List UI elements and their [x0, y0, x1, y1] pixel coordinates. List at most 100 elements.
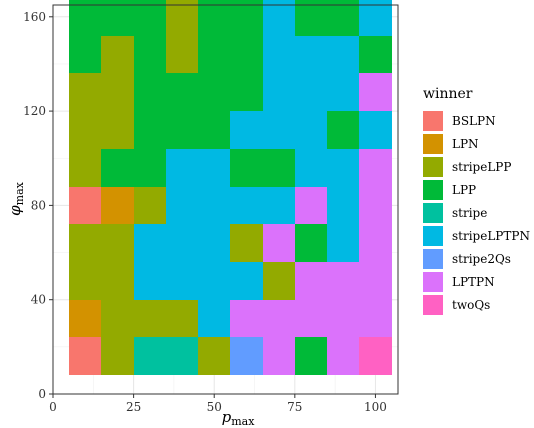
heatmap-cell — [101, 73, 134, 111]
legend-label: stripe2Qs — [452, 252, 511, 266]
heatmap-cell — [198, 224, 230, 262]
heatmap-cell — [69, 337, 101, 375]
heatmap-cell — [263, 149, 295, 187]
heatmap-cell — [134, 224, 166, 262]
heatmap-cell — [101, 224, 134, 262]
heatmap-cell — [69, 73, 101, 111]
heatmap-cell — [69, 111, 101, 149]
heatmap-cell — [327, 337, 359, 375]
x-tick-label: 50 — [207, 400, 222, 414]
heatmap-cell — [295, 337, 327, 375]
x-tick-label: 0 — [49, 400, 57, 414]
heatmap-cell — [69, 149, 101, 187]
legend-label: stripeLPTPN — [452, 229, 530, 243]
heatmap-cell — [166, 0, 198, 36]
heatmap-cell — [69, 0, 101, 36]
legend-key — [423, 226, 443, 246]
x-axis-title-main: p — [222, 408, 232, 426]
heatmap-cell — [359, 73, 392, 111]
heatmap-cell — [327, 0, 359, 36]
heatmap-cell — [198, 149, 230, 187]
heatmap-cell — [263, 0, 295, 36]
x-axis-title: pmax — [222, 408, 256, 428]
heatmap-cell — [134, 149, 166, 187]
heatmap-cells — [69, 0, 392, 375]
heatmap-cell — [69, 187, 101, 224]
heatmap-cell — [230, 262, 263, 300]
heatmap-cell — [134, 262, 166, 300]
heatmap-cell — [101, 0, 134, 36]
heatmap-cell — [263, 262, 295, 300]
heatmap-cell — [69, 224, 101, 262]
heatmap-cell — [198, 73, 230, 111]
heatmap-cell — [263, 337, 295, 375]
heatmap-cell — [230, 73, 263, 111]
heatmap-cell — [327, 187, 359, 224]
heatmap-cell — [295, 300, 327, 337]
legend-key — [423, 111, 443, 131]
x-tick-label: 25 — [126, 400, 141, 414]
legend-label: stripeLPP — [452, 160, 511, 174]
heatmap-cell — [295, 36, 327, 73]
heatmap-cell — [230, 224, 263, 262]
heatmap-cell — [230, 149, 263, 187]
heatmap-cell — [101, 337, 134, 375]
heatmap-cell — [198, 300, 230, 337]
heatmap-cell — [359, 111, 392, 149]
heatmap-cell — [359, 36, 392, 73]
heatmap-cell — [134, 111, 166, 149]
heatmap-cell — [327, 36, 359, 73]
x-axis: 0 25 50 75 100 — [49, 394, 387, 414]
heatmap-cell — [166, 224, 198, 262]
heatmap-cell — [263, 187, 295, 224]
legend-title: winner — [423, 86, 473, 102]
heatmap-cell — [295, 187, 327, 224]
heatmap-cell — [198, 111, 230, 149]
heatmap-cell — [359, 337, 392, 375]
legend-key — [423, 272, 443, 292]
heatmap-cell — [359, 0, 392, 36]
legend: BSLPN LPN stripeLPP LPP stripe stripeLPTPN str… — [423, 111, 530, 315]
y-tick-label: 160 — [23, 10, 46, 24]
heatmap-cell — [263, 224, 295, 262]
heatmap-cell — [295, 262, 327, 300]
heatmap-cell — [295, 111, 327, 149]
y-axis-title-main: φ — [6, 205, 24, 216]
heatmap-cell — [134, 300, 166, 337]
heatmap-cell — [166, 300, 198, 337]
y-tick-label: 40 — [31, 293, 46, 307]
heatmap-cell — [295, 224, 327, 262]
heatmap-cell — [166, 73, 198, 111]
heatmap-cell — [295, 73, 327, 111]
x-axis-title-sub: max — [231, 415, 255, 428]
y-axis: 0 40 80 120 160 — [23, 10, 53, 401]
legend-key — [423, 203, 443, 223]
heatmap-cell — [359, 224, 392, 262]
heatmap-cell — [166, 111, 198, 149]
y-tick-label: 120 — [23, 104, 46, 118]
heatmap-cell — [101, 36, 134, 73]
legend-key — [423, 134, 443, 154]
heatmap-cell — [166, 262, 198, 300]
y-axis-title-sub: max — [13, 181, 26, 205]
legend-key — [423, 180, 443, 200]
y-tick-label: 0 — [38, 387, 46, 401]
heatmap-cell — [134, 36, 166, 73]
heatmap-cell — [230, 0, 263, 36]
legend-label: LPN — [452, 137, 479, 151]
heatmap-cell — [359, 262, 392, 300]
heatmap-cell — [230, 187, 263, 224]
x-tick-label: 75 — [287, 400, 302, 414]
heatmap-cell — [230, 36, 263, 73]
panel-border — [52, 4, 399, 395]
heatmap-cell — [166, 187, 198, 224]
heatmap-cell — [69, 262, 101, 300]
heatmap-cell — [101, 187, 134, 224]
heatmap-cell — [230, 111, 263, 149]
legend-key — [423, 295, 443, 315]
legend-key — [423, 157, 443, 177]
heatmap-cell — [134, 337, 166, 375]
heatmap-cell — [166, 149, 198, 187]
x-tick-label: 100 — [364, 400, 387, 414]
